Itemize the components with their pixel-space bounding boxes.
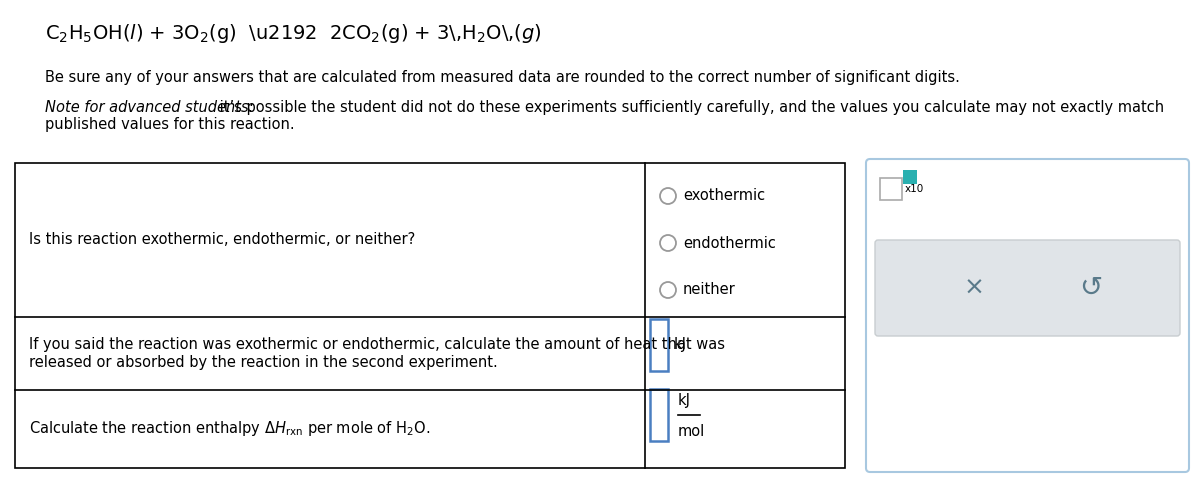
Text: kJ: kJ	[678, 394, 691, 409]
Text: If you said the reaction was exothermic or endothermic, calculate the amount of : If you said the reaction was exothermic …	[29, 337, 725, 370]
Text: neither: neither	[683, 282, 736, 298]
Text: x10: x10	[905, 184, 924, 194]
Text: $\mathregular{C_2H_5OH}$($\mathit{l}$) + 3O$_2$(g)  \u2192  2CO$_2$(g) + 3\,H$_2: $\mathregular{C_2H_5OH}$($\mathit{l}$) +…	[46, 22, 541, 45]
Text: published values for this reaction.: published values for this reaction.	[46, 117, 295, 132]
Bar	[14, 163, 845, 468]
Text: Calculate the reaction enthalpy $\Delta H_{\rm rxn}$ per mole of H$_2$O.: Calculate the reaction enthalpy $\Delta …	[29, 419, 431, 438]
Bar	[880, 178, 902, 200]
Text: mol: mol	[678, 423, 706, 438]
Text: Be sure any of your answers that are calculated from measured data are rounded t: Be sure any of your answers that are cal…	[46, 70, 960, 85]
Text: Note for advanced students:: Note for advanced students:	[46, 100, 253, 115]
Text: it’s possible the student did not do these experiments sufficiently carefully, a: it’s possible the student did not do the…	[215, 100, 1164, 115]
Text: ↺: ↺	[1079, 274, 1102, 302]
FancyBboxPatch shape	[866, 159, 1189, 472]
Bar	[650, 319, 668, 371]
FancyBboxPatch shape	[875, 240, 1180, 336]
Text: exothermic: exothermic	[683, 188, 766, 203]
Bar	[650, 389, 668, 441]
Text: endothermic: endothermic	[683, 236, 776, 250]
Bar	[904, 170, 917, 184]
Text: Is this reaction exothermic, endothermic, or neither?: Is this reaction exothermic, endothermic…	[29, 233, 415, 248]
Text: ×: ×	[964, 276, 984, 300]
Text: kJ: kJ	[674, 337, 686, 352]
